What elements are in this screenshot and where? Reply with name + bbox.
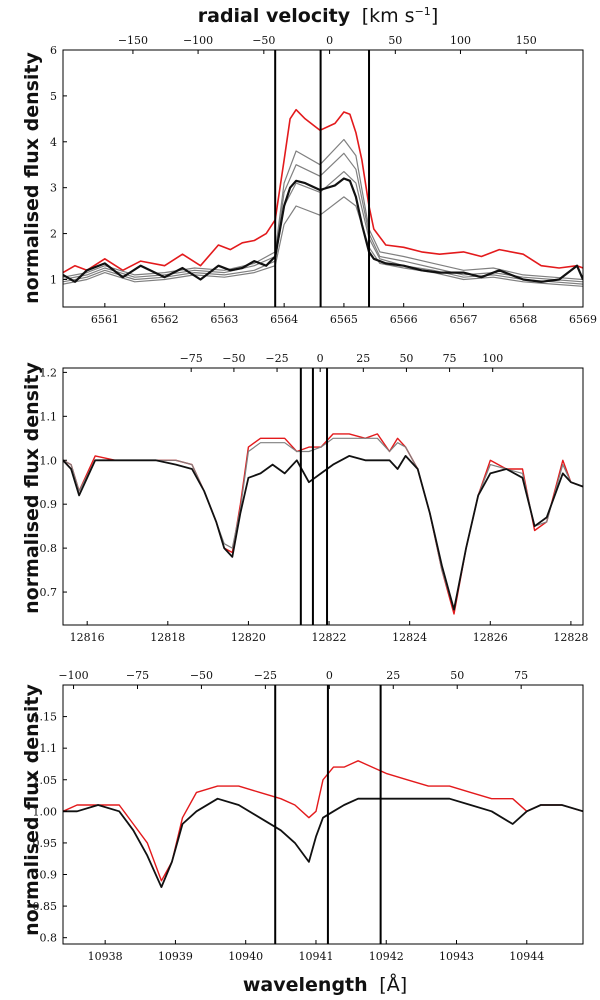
x-tick-label: 6564 (270, 313, 298, 326)
x-tick-label: 6567 (449, 313, 477, 326)
ylabel-panel-3: normalised flux density (21, 683, 43, 935)
x-tick-label: 10942 (369, 950, 404, 963)
top-axis-label: radial velocity [km s−1] (198, 5, 438, 27)
x-tick-label: 12818 (150, 631, 185, 644)
x-tick-label: 10941 (298, 950, 333, 963)
top-axis-label-main: radial velocity (198, 5, 351, 27)
x-tick-label: 12828 (553, 631, 588, 644)
y-tick-label: 0.7 (40, 586, 58, 599)
y-tick-label: 1 (50, 273, 57, 286)
top-tick-label: −25 (265, 352, 288, 365)
y-tick-label: 1.00 (33, 805, 58, 818)
x-tick-label: 6569 (569, 313, 597, 326)
top-tick-label: 50 (450, 669, 464, 682)
y-tick-label: 0.85 (33, 900, 58, 913)
top-tick-label: 25 (386, 669, 400, 682)
series-line-0 (63, 108, 583, 274)
x-tick-label: 6562 (151, 313, 179, 326)
series-line-1 (63, 797, 583, 888)
top-axis-label-end: ] (431, 5, 438, 27)
top-tick-label: 100 (450, 34, 471, 47)
top-tick-label: 75 (443, 352, 457, 365)
x-tick-label: 12824 (392, 631, 427, 644)
x-tick-label: 10938 (88, 950, 123, 963)
x-axis-label-main: wavelength (243, 974, 368, 996)
series-line-5 (63, 177, 583, 283)
top-tick-label: 50 (388, 34, 402, 47)
y-tick-label: 0.9 (40, 869, 58, 882)
top-tick-label: −50 (252, 34, 275, 47)
y-tick-label: 3 (50, 182, 57, 195)
top-tick-label: −100 (183, 34, 213, 47)
x-tick-label: 6565 (330, 313, 358, 326)
y-tick-label: 1.05 (33, 774, 58, 787)
plot-frame (62, 684, 584, 945)
y-tick-label: 2 (50, 228, 57, 241)
halpha-panel: 6561 6562 6563 6564 6565 6566 6567 6568 6569 1 2 3 4… (50, 34, 597, 326)
ylabel-panel-2: normalised flux density (21, 361, 43, 613)
x-axis-label: wavelength [Å] (243, 973, 407, 996)
top-tick-label: −75 (180, 352, 203, 365)
x-tick-label: 10944 (509, 950, 544, 963)
x-tick-label: 6568 (509, 313, 537, 326)
top-tick-label: −75 (126, 669, 149, 682)
x-tick-label: 12816 (70, 631, 105, 644)
x-tick-label: 10939 (158, 950, 193, 963)
y-tick-label: 1.0 (40, 454, 58, 467)
y-tick-label: 1.1 (40, 742, 58, 755)
x-tick-label: 12820 (231, 631, 266, 644)
series-group (63, 433, 583, 615)
top-tick-label: −100 (58, 669, 88, 682)
plot-frame (62, 367, 584, 626)
top-tick-label: 0 (326, 669, 333, 682)
x-tick-label: 10943 (439, 950, 474, 963)
y-tick-label: 5 (50, 90, 57, 103)
top-tick-label: 25 (356, 352, 370, 365)
x-tick-label: 12822 (312, 631, 347, 644)
top-tick-label: −150 (118, 34, 148, 47)
series-line-2 (63, 455, 583, 611)
top-tick-label: 0 (317, 352, 324, 365)
top-tick-label: 0 (326, 34, 333, 47)
paschen-beta-panel: 12816 12818 12820 12822 12824 12826 12828 0.7 0.… (40, 352, 589, 644)
top-tick-label: 100 (482, 352, 503, 365)
series-line-1 (63, 437, 583, 611)
paschen-gamma-panel: 10938 10939 10940 10941 10942 10943 10944 0.8 0.… (33, 669, 584, 963)
series-group (63, 108, 583, 287)
series-group (63, 760, 583, 888)
y-tick-label: 6 (50, 44, 57, 57)
svg-text:radial velocity [km s−1]: radial velocity [km s−1] (198, 5, 438, 27)
top-tick-label: 150 (516, 34, 537, 47)
top-axis-label-unit: [km s (362, 5, 415, 27)
y-tick-label: 1.15 (33, 711, 58, 724)
y-tick-label: 0.95 (33, 837, 58, 850)
y-tick-label: 0.8 (40, 542, 58, 555)
x-tick-label: 6561 (91, 313, 119, 326)
top-tick-label: −25 (254, 669, 277, 682)
y-tick-label: 0.9 (40, 498, 58, 511)
series-line-2 (63, 152, 583, 283)
x-tick-label: 10940 (228, 950, 263, 963)
top-tick-label: 75 (514, 669, 528, 682)
x-axis-label-unit: [Å] (379, 973, 407, 996)
x-tick-label: 6566 (390, 313, 418, 326)
top-tick-label: 50 (399, 352, 413, 365)
top-tick-label: −50 (190, 669, 213, 682)
y-tick-label: 0.8 (40, 932, 58, 945)
y-tick-label: 1.2 (40, 366, 58, 379)
x-tick-label: 12826 (473, 631, 508, 644)
series-line-0 (63, 760, 583, 882)
plot-frame (62, 49, 584, 308)
ylabel-panel-1: normalised flux density (21, 51, 43, 303)
top-axis-label-sup: −1 (415, 5, 431, 18)
y-tick-label: 1.1 (40, 410, 58, 423)
top-tick-label: −50 (222, 352, 245, 365)
x-tick-label: 6563 (210, 313, 238, 326)
series-line-1 (63, 138, 583, 281)
y-tick-label: 4 (50, 136, 57, 149)
